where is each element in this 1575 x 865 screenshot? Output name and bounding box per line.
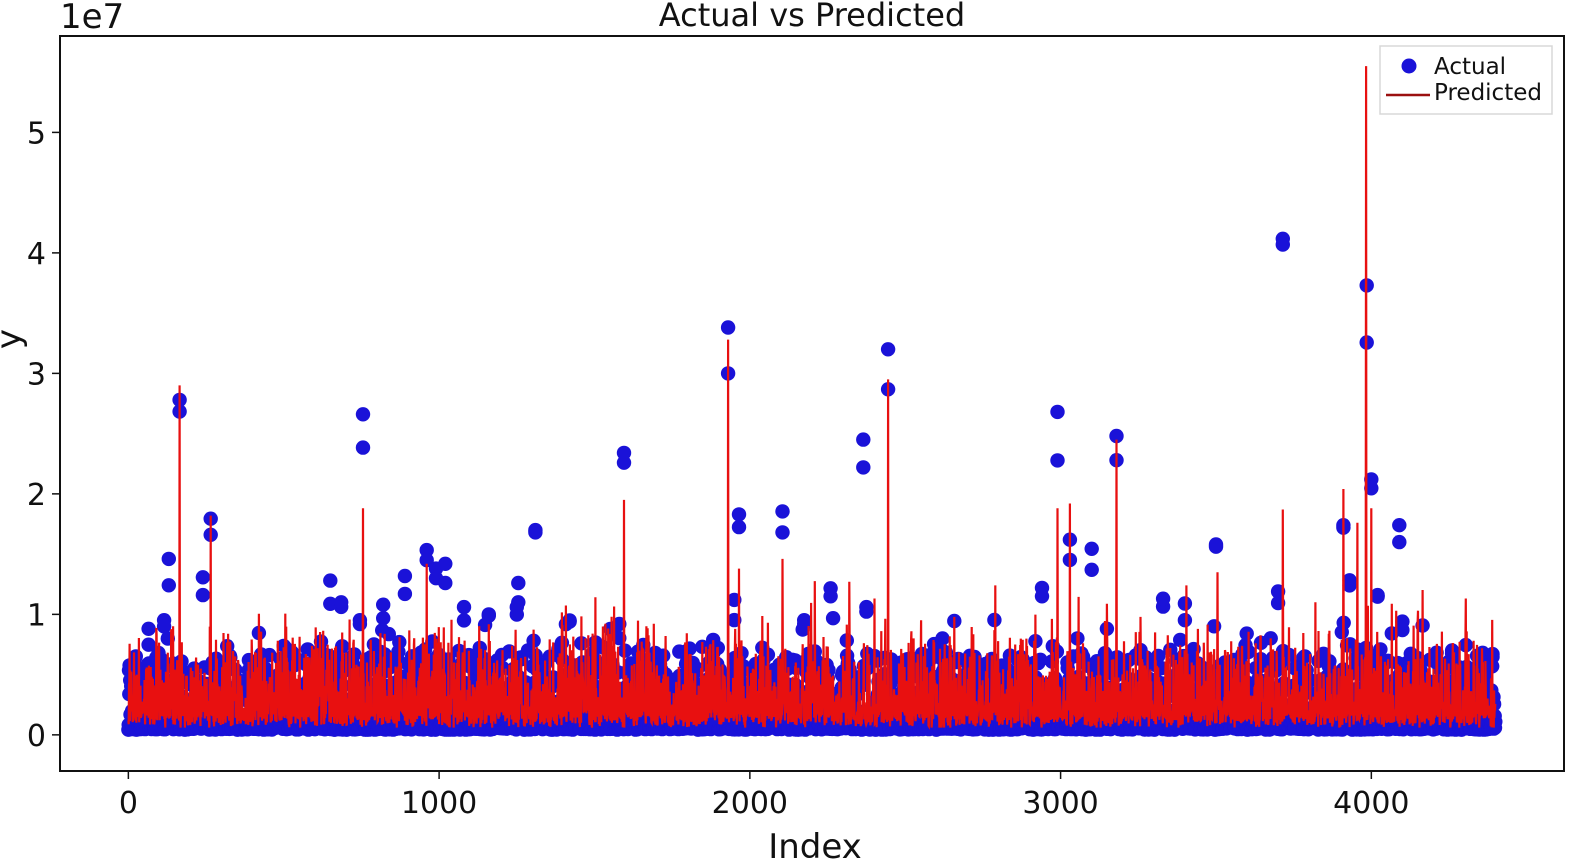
actual-point	[195, 587, 211, 603]
actual-point	[161, 578, 176, 593]
actual-point	[731, 507, 747, 522]
actual-point	[511, 575, 526, 591]
chart-title: Actual vs Predicted	[659, 0, 965, 34]
actual-point	[856, 460, 871, 475]
actual-point	[616, 445, 632, 461]
x-tick-label: 1000	[401, 786, 477, 821]
actual-point	[355, 407, 371, 422]
y-tick-label: 5	[27, 116, 46, 151]
actual-point	[161, 551, 176, 567]
legend-actual-marker	[1401, 58, 1417, 74]
actual-point	[419, 542, 434, 558]
actual-point	[656, 648, 671, 663]
actual-point	[935, 631, 950, 646]
legend: Actual Predicted	[1379, 45, 1553, 115]
legend-predicted-label: Predicted	[1434, 80, 1542, 106]
actual-point	[775, 504, 790, 519]
actual-point	[323, 573, 338, 588]
actual-point	[1050, 404, 1065, 420]
legend-actual-label: Actual	[1434, 54, 1506, 80]
actual-point	[1206, 619, 1222, 634]
actual-point	[1177, 613, 1193, 628]
actual-point	[323, 596, 338, 611]
x-tick-label: 2000	[712, 786, 788, 821]
actual-point	[141, 621, 156, 636]
actual-point	[397, 586, 413, 602]
actual-point	[376, 611, 391, 626]
actual-point	[352, 616, 368, 632]
actual-point	[376, 597, 391, 612]
y-tick-label: 4	[27, 237, 46, 272]
actual-point	[1275, 237, 1291, 252]
actual-point	[334, 595, 349, 610]
y-tick-label: 2	[27, 478, 46, 513]
y-tick-label: 3	[27, 357, 46, 392]
y-scale-label: 1e7	[60, 0, 124, 37]
actual-point	[1034, 580, 1050, 596]
actual-point	[528, 525, 543, 540]
actual-point	[195, 570, 211, 585]
actual-point	[428, 561, 444, 576]
actual-point	[1084, 541, 1099, 556]
actual-point	[1084, 562, 1099, 577]
actual-point	[1239, 626, 1254, 641]
actual-point	[456, 613, 472, 628]
actual-point	[562, 613, 577, 628]
actual-point	[720, 320, 736, 335]
y-tick-label: 1	[27, 598, 46, 633]
x-tick-label: 3000	[1022, 786, 1098, 821]
actual-point	[731, 519, 747, 535]
actual-point	[355, 440, 371, 455]
actual-point	[509, 599, 524, 615]
y-axis-label: y	[0, 329, 29, 349]
actual-point	[1392, 534, 1407, 550]
actual-point	[481, 607, 496, 622]
actual-point	[141, 637, 156, 652]
actual-point	[456, 599, 472, 615]
actual-point	[1392, 518, 1407, 533]
actual-point	[1208, 537, 1224, 552]
x-tick-label: 0	[119, 786, 138, 821]
actual-point	[880, 342, 896, 357]
actual-point	[856, 432, 871, 447]
actual-point	[397, 568, 413, 584]
actual-point	[438, 575, 453, 591]
data-layer	[121, 66, 1503, 737]
actual-point	[1370, 587, 1385, 603]
actual-point	[1155, 591, 1171, 606]
x-axis-label: Index	[768, 827, 862, 865]
actual-point	[156, 619, 172, 634]
actual-point	[1050, 453, 1065, 468]
actual-point	[859, 599, 874, 615]
actual-point	[825, 611, 841, 626]
x-tick-label: 4000	[1333, 786, 1409, 821]
actual-point	[1177, 596, 1193, 611]
actual-point	[823, 589, 838, 604]
actual-point	[775, 525, 790, 540]
y-tick-label: 0	[27, 719, 46, 754]
